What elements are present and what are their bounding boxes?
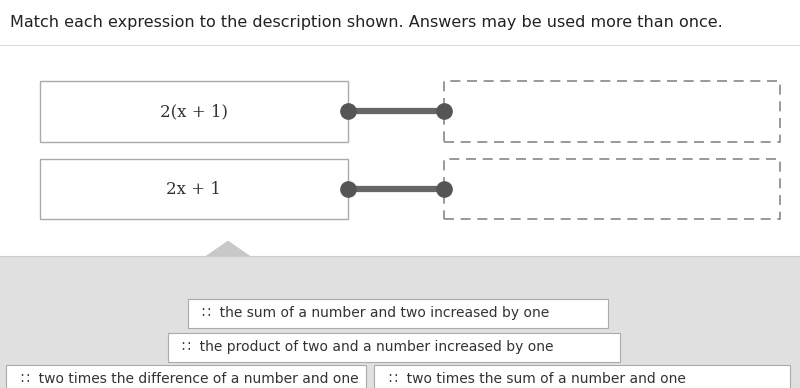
FancyBboxPatch shape	[0, 0, 800, 45]
Text: ∷  the sum of a number and two increased by one: ∷ the sum of a number and two increased …	[202, 306, 550, 320]
FancyBboxPatch shape	[0, 45, 800, 256]
FancyBboxPatch shape	[188, 299, 608, 328]
FancyBboxPatch shape	[444, 81, 780, 142]
Text: ∷  two times the sum of a number and one: ∷ two times the sum of a number and one	[389, 372, 686, 386]
Text: Match each expression to the description shown. Answers may be used more than on: Match each expression to the description…	[10, 15, 723, 30]
FancyBboxPatch shape	[0, 256, 800, 388]
Polygon shape	[206, 241, 250, 256]
Text: ∷  the product of two and a number increased by one: ∷ the product of two and a number increa…	[182, 340, 554, 354]
FancyBboxPatch shape	[374, 365, 790, 388]
FancyBboxPatch shape	[444, 159, 780, 219]
FancyBboxPatch shape	[6, 365, 366, 388]
FancyBboxPatch shape	[40, 159, 348, 219]
Text: 2x + 1: 2x + 1	[166, 181, 222, 197]
FancyBboxPatch shape	[40, 81, 348, 142]
Text: ∷  two times the difference of a number and one: ∷ two times the difference of a number a…	[21, 372, 358, 386]
FancyBboxPatch shape	[168, 333, 620, 362]
Text: 2(x + 1): 2(x + 1)	[160, 103, 228, 120]
